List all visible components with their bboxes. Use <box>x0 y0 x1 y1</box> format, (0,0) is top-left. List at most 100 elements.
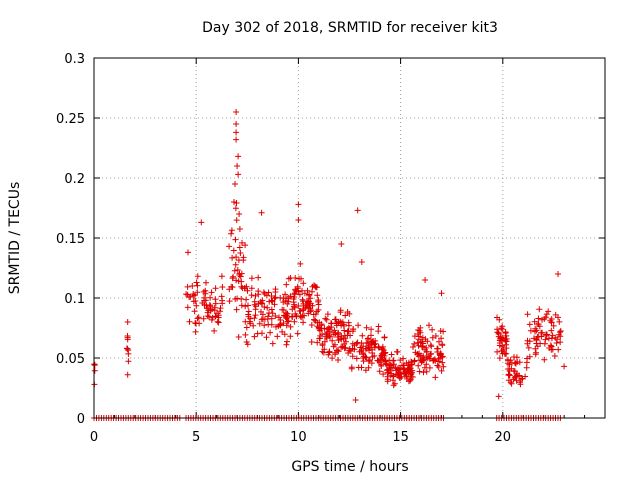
data-point <box>294 283 301 290</box>
data-point <box>252 312 259 319</box>
data-point <box>259 300 266 307</box>
data-point <box>497 335 504 342</box>
data-point <box>439 353 446 360</box>
data-point <box>284 311 291 317</box>
data-point <box>306 298 312 305</box>
data-point <box>390 382 397 389</box>
data-point <box>268 306 275 313</box>
data-point <box>218 273 225 280</box>
data-point <box>280 307 287 313</box>
data-point <box>325 326 332 333</box>
data-point <box>248 275 255 282</box>
data-point <box>420 369 427 376</box>
data-point <box>403 375 410 382</box>
data-point <box>236 226 243 232</box>
data-point <box>287 323 294 330</box>
data-point <box>371 352 378 359</box>
data-point <box>422 336 429 343</box>
data-point <box>300 319 307 326</box>
data-point <box>341 327 348 334</box>
data-point <box>429 334 436 341</box>
y-tick-label: 0.3 <box>64 52 85 67</box>
data-point <box>314 339 321 346</box>
data-point <box>267 329 274 336</box>
data-point <box>555 314 561 321</box>
data-point <box>555 346 562 353</box>
data-point <box>228 227 235 234</box>
data-point <box>236 244 243 251</box>
data-point <box>513 372 520 379</box>
data-point <box>194 315 201 322</box>
data-point <box>358 340 365 347</box>
data-point <box>252 303 259 310</box>
data-point <box>233 109 240 115</box>
data-point <box>353 355 360 362</box>
data-point <box>263 292 270 299</box>
data-point <box>194 289 201 296</box>
data-point <box>195 314 202 321</box>
data-point <box>214 318 221 325</box>
data-point <box>395 369 402 376</box>
data-point <box>214 310 220 317</box>
data-point <box>308 322 315 328</box>
data-point <box>248 292 255 299</box>
data-point <box>368 360 375 367</box>
data-point <box>346 310 353 317</box>
data-point <box>124 345 131 352</box>
data-point <box>323 316 330 323</box>
data-point <box>550 322 557 329</box>
data-point <box>342 344 349 351</box>
data-point <box>426 364 433 371</box>
data-point <box>287 293 294 300</box>
data-point <box>248 285 255 292</box>
data-point <box>235 278 242 285</box>
data-point <box>495 393 502 400</box>
data-point <box>416 350 423 357</box>
data-point <box>226 243 233 250</box>
data-point <box>502 330 509 337</box>
data-point <box>511 354 517 360</box>
data-point <box>435 364 442 370</box>
data-point <box>236 211 243 217</box>
data-point <box>229 254 236 261</box>
data-point <box>394 365 401 372</box>
data-point <box>295 201 302 208</box>
data-point <box>283 315 290 322</box>
data-point <box>260 289 267 296</box>
data-point <box>533 336 540 343</box>
data-point <box>229 275 236 282</box>
data-point <box>556 318 563 325</box>
data-point <box>423 354 430 361</box>
data-point <box>299 287 305 294</box>
data-point <box>200 315 207 322</box>
data-point <box>235 334 242 340</box>
data-point <box>367 345 373 351</box>
data-point <box>215 319 222 326</box>
data-point <box>547 342 554 349</box>
data-point <box>366 357 373 363</box>
data-point <box>381 334 388 341</box>
data-point <box>300 280 307 287</box>
data-point <box>545 308 552 315</box>
data-point <box>232 261 239 268</box>
data-point <box>261 322 268 329</box>
data-point <box>387 361 394 368</box>
data-point <box>355 364 362 371</box>
data-point <box>335 357 341 363</box>
data-point <box>291 291 298 298</box>
data-point <box>211 307 218 314</box>
tick-labels: 0 0.05 0.1 0.15 0.2 0.25 0.3 0 5 10 15 20 <box>56 52 511 445</box>
data-point <box>524 311 531 318</box>
data-point <box>561 363 568 370</box>
data-point <box>233 217 240 224</box>
data-point <box>327 333 334 340</box>
grid-lines <box>94 58 605 418</box>
data-point <box>184 283 191 290</box>
data-point <box>367 338 373 345</box>
data-point <box>423 368 430 375</box>
data-point <box>212 300 219 307</box>
data-point <box>356 348 363 355</box>
data-point <box>312 284 319 291</box>
data-point <box>351 346 358 353</box>
data-point <box>184 304 191 311</box>
